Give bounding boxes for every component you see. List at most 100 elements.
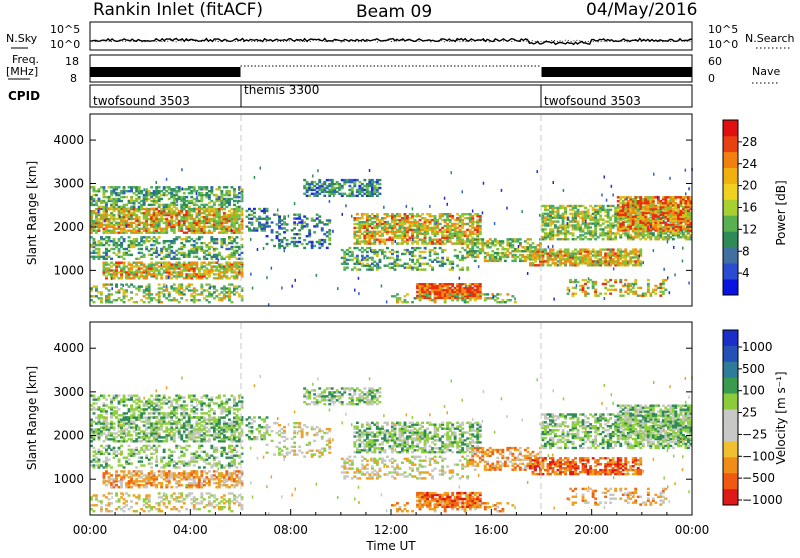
power-cell xyxy=(361,187,364,189)
power-cell xyxy=(213,248,216,250)
power-cell xyxy=(619,224,622,226)
power-cell xyxy=(685,200,688,202)
power-cell xyxy=(138,210,141,212)
power-cell xyxy=(396,229,399,231)
power-cell xyxy=(271,239,274,241)
power-cell xyxy=(424,263,427,265)
power-cell xyxy=(168,262,171,264)
power-cell xyxy=(153,198,156,200)
power-cell xyxy=(223,265,226,267)
power-cell xyxy=(431,227,434,229)
power-cell xyxy=(479,283,482,285)
power-cell xyxy=(399,235,402,237)
power-cell xyxy=(231,252,234,254)
power-cell xyxy=(499,293,502,295)
power-cell xyxy=(609,205,612,207)
power-cell xyxy=(163,218,166,220)
power-cell xyxy=(629,234,632,236)
power-cell xyxy=(589,205,592,207)
power-cell xyxy=(496,248,499,250)
power-cell xyxy=(456,223,459,225)
power-cell xyxy=(113,210,116,212)
power-cell xyxy=(476,240,479,242)
power-cell xyxy=(278,215,281,217)
power-cell xyxy=(236,258,239,260)
power-cell xyxy=(203,186,206,188)
power-cell xyxy=(155,267,158,269)
power-cell xyxy=(231,301,234,303)
power-cell xyxy=(178,262,181,264)
power-cell xyxy=(346,179,349,181)
power-cell xyxy=(511,254,514,256)
power-cell xyxy=(205,283,208,285)
power-cell xyxy=(140,262,143,264)
power-cell xyxy=(379,193,382,195)
power-cell xyxy=(649,214,652,216)
power-cell xyxy=(584,211,587,213)
power-cell xyxy=(213,208,216,210)
power-cell xyxy=(424,251,427,253)
power-cell xyxy=(98,188,101,190)
power-cell xyxy=(682,206,685,208)
power-cell xyxy=(464,297,467,299)
power-cell xyxy=(391,213,394,215)
power-cell xyxy=(198,200,201,202)
power-cell xyxy=(130,263,133,265)
power-cell xyxy=(231,198,234,200)
power-cell xyxy=(421,263,424,265)
power-cell xyxy=(421,217,424,219)
power-cell xyxy=(587,238,590,240)
power-cell xyxy=(120,256,123,258)
power-cell xyxy=(128,244,131,246)
power-cell xyxy=(594,238,597,240)
power-cell xyxy=(178,248,181,250)
power-cell xyxy=(464,213,467,215)
power-cell xyxy=(597,258,600,260)
power-cell xyxy=(389,223,392,225)
power-cell xyxy=(123,301,126,303)
power-cell xyxy=(363,179,366,181)
power-cell xyxy=(484,293,487,295)
power-cell xyxy=(153,208,156,210)
power-cell xyxy=(496,301,499,303)
power-cell xyxy=(532,254,535,256)
power-cell xyxy=(511,250,514,252)
power-cell xyxy=(604,209,607,211)
power-cell xyxy=(236,271,239,273)
power-cell xyxy=(358,240,361,242)
power-cell xyxy=(627,232,630,234)
power-cell xyxy=(348,251,351,253)
power-cell xyxy=(368,179,371,181)
power-cell xyxy=(429,265,432,267)
power-cell xyxy=(133,228,136,230)
power-cell xyxy=(557,260,560,262)
power-cell xyxy=(203,289,206,291)
power-cell xyxy=(604,226,607,228)
power-cell xyxy=(358,235,361,237)
power-cell xyxy=(604,252,607,254)
power-cell xyxy=(125,208,128,210)
noise-left-label: N.Sky xyxy=(6,32,38,45)
power-cell xyxy=(361,213,364,215)
power-cell xyxy=(479,238,482,240)
power-cell xyxy=(373,231,376,233)
power-cell xyxy=(456,255,459,257)
power-cell xyxy=(592,222,595,224)
power-cell xyxy=(185,196,188,198)
power-cell xyxy=(215,289,218,291)
power-cell xyxy=(266,235,269,237)
power-cell xyxy=(188,206,191,208)
power-cell xyxy=(614,232,617,234)
power-cell xyxy=(476,219,479,221)
power-cell xyxy=(559,224,562,226)
power-cell xyxy=(218,232,221,234)
power-cell xyxy=(203,297,206,299)
power-cell xyxy=(103,186,106,188)
power-cell xyxy=(215,273,218,275)
power-cell xyxy=(399,242,402,244)
power-cell xyxy=(150,192,153,194)
power-cell xyxy=(195,262,198,264)
power-cell xyxy=(624,232,627,234)
power-cell xyxy=(416,283,419,285)
power-cell xyxy=(547,222,550,224)
